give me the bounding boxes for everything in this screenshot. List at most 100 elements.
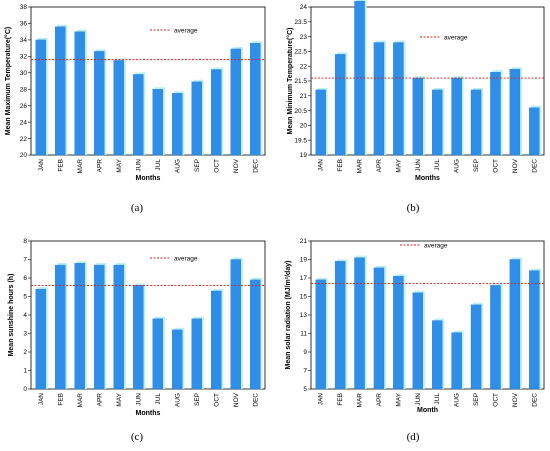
x-axis-title: Months xyxy=(415,175,440,182)
bar-mar xyxy=(354,257,365,390)
y-tick-label: 23 xyxy=(300,34,308,41)
y-tick-label: 21.5 xyxy=(294,78,307,85)
bar-oct xyxy=(490,285,501,390)
bar-jul xyxy=(152,318,163,390)
y-axis-title: Mean sunshine hours (h) xyxy=(8,274,15,357)
x-tick-label: JUL xyxy=(434,393,441,405)
y-tick-label: 8 xyxy=(23,238,27,245)
y-tick-label: 3 xyxy=(23,331,27,338)
y-tick-label: 4 xyxy=(23,312,27,319)
y-tick-label: 22 xyxy=(300,63,308,70)
chart-panel-2: 19 19.5 20 20.5 21 21.5 22 22.5 23 23.5 24 JAN FEB MA… xyxy=(286,0,545,214)
x-tick-label: AUG xyxy=(174,393,181,407)
y-tick-label: 24 xyxy=(300,4,308,11)
x-tick-label: AUG xyxy=(454,159,461,173)
x-tick-label: MAR xyxy=(357,159,364,174)
y-tick-label: 19.5 xyxy=(294,137,307,144)
bar-aug xyxy=(172,329,183,390)
x-tick-label: MAR xyxy=(77,393,84,408)
bar-jun xyxy=(133,74,144,156)
bar-nov xyxy=(230,259,241,390)
x-tick-label: MAY xyxy=(116,392,123,406)
x-tick-label: FEB xyxy=(57,393,64,406)
bar-dec xyxy=(250,43,261,156)
legend-label: average xyxy=(444,34,468,41)
x-axis-title: Months xyxy=(136,410,161,417)
y-tick-label: 7 xyxy=(303,368,307,375)
bar-apr xyxy=(373,42,385,156)
x-tick-label: NOV xyxy=(512,392,519,407)
bar-apr xyxy=(94,51,105,156)
x-tick-label: JUN xyxy=(415,393,422,406)
bar-sep xyxy=(191,318,202,390)
bar-oct xyxy=(490,71,501,156)
bar-jun xyxy=(412,77,423,156)
x-tick-label: JAN xyxy=(38,393,45,406)
chart-panel-1: 20 22 24 26 28 30 32 34 36 38 JAN FEB MAR APR MAY JUN JU… xyxy=(4,4,266,214)
y-tick-label: 1 xyxy=(23,368,27,375)
x-tick-label: FEB xyxy=(337,159,344,172)
panel-label: (b) xyxy=(407,202,420,214)
x-tick-label: DEC xyxy=(252,393,259,407)
y-tick-label: 6 xyxy=(23,275,27,282)
y-tick-label: 23.5 xyxy=(294,19,307,26)
x-tick-label: AUG xyxy=(454,393,461,407)
y-tick-label: 19 xyxy=(300,152,308,159)
bar-feb xyxy=(334,261,346,390)
x-tick-label: DEC xyxy=(531,393,538,407)
bar-jul xyxy=(152,89,163,156)
plot-frame xyxy=(30,6,266,156)
x-tick-label: OCT xyxy=(213,159,220,173)
y-tick-label: 0 xyxy=(23,386,27,393)
x-tick-label: NOV xyxy=(233,158,240,173)
x-tick-label: FEB xyxy=(57,159,64,172)
bar-feb xyxy=(334,54,346,156)
x-tick-label: MAY xyxy=(395,392,402,406)
bar-jun xyxy=(133,285,144,390)
bar-aug xyxy=(451,332,462,390)
y-tick-label: 20 xyxy=(20,152,28,159)
y-tick-label: 9 xyxy=(303,349,307,356)
bar-dec xyxy=(250,279,261,390)
bar-oct xyxy=(211,290,222,390)
chart-panel-4: 5 7 9 11 13 15 17 19 21 JAN FEB MAR APR MAY JUN JUL AUG S… xyxy=(285,238,545,443)
x-tick-label: JAN xyxy=(318,159,325,172)
bar-mar xyxy=(74,31,85,156)
x-tick-label: JUL xyxy=(155,393,162,405)
chart-panel-3: 0 1 2 3 4 5 6 7 8 JAN FEB MAR APR MAY JUN JUL AUG SEP OCT N… xyxy=(8,238,266,443)
y-tick-label: 5 xyxy=(23,294,27,301)
x-tick-label: OCT xyxy=(213,393,220,407)
legend-label: average xyxy=(424,242,448,249)
y-tick-label: 30 xyxy=(20,70,28,77)
x-tick-label: SEP xyxy=(473,159,480,172)
panel-label: (c) xyxy=(131,431,144,443)
x-tick-label: SEP xyxy=(473,393,480,406)
x-tick-label: AUG xyxy=(174,159,181,173)
y-tick-label: 26 xyxy=(20,103,28,110)
x-tick-label: JUL xyxy=(434,159,441,171)
y-tick-label: 13 xyxy=(300,312,308,319)
x-tick-label: JUN xyxy=(135,159,142,172)
y-tick-label: 22.5 xyxy=(294,49,307,56)
bar-may xyxy=(113,60,124,156)
x-tick-label: SEP xyxy=(194,159,201,172)
x-tick-label: MAY xyxy=(116,158,123,172)
y-tick-label: 32 xyxy=(20,54,28,61)
bar-nov xyxy=(509,259,521,390)
x-tick-label: JUL xyxy=(155,159,162,171)
x-tick-label: DEC xyxy=(252,159,259,173)
x-tick-label: SEP xyxy=(194,393,201,406)
y-tick-label: 15 xyxy=(300,294,308,301)
bar-mar xyxy=(74,263,85,390)
panel-label: (d) xyxy=(407,431,420,443)
y-tick-label: 11 xyxy=(300,331,307,338)
bar-jul xyxy=(432,89,443,156)
x-tick-label: JAN xyxy=(318,393,325,406)
x-tick-label: JUN xyxy=(415,159,422,172)
bar-may xyxy=(113,264,124,390)
x-tick-label: DEC xyxy=(531,159,538,173)
y-tick-label: 38 xyxy=(20,4,28,11)
x-tick-label: MAR xyxy=(357,393,364,408)
